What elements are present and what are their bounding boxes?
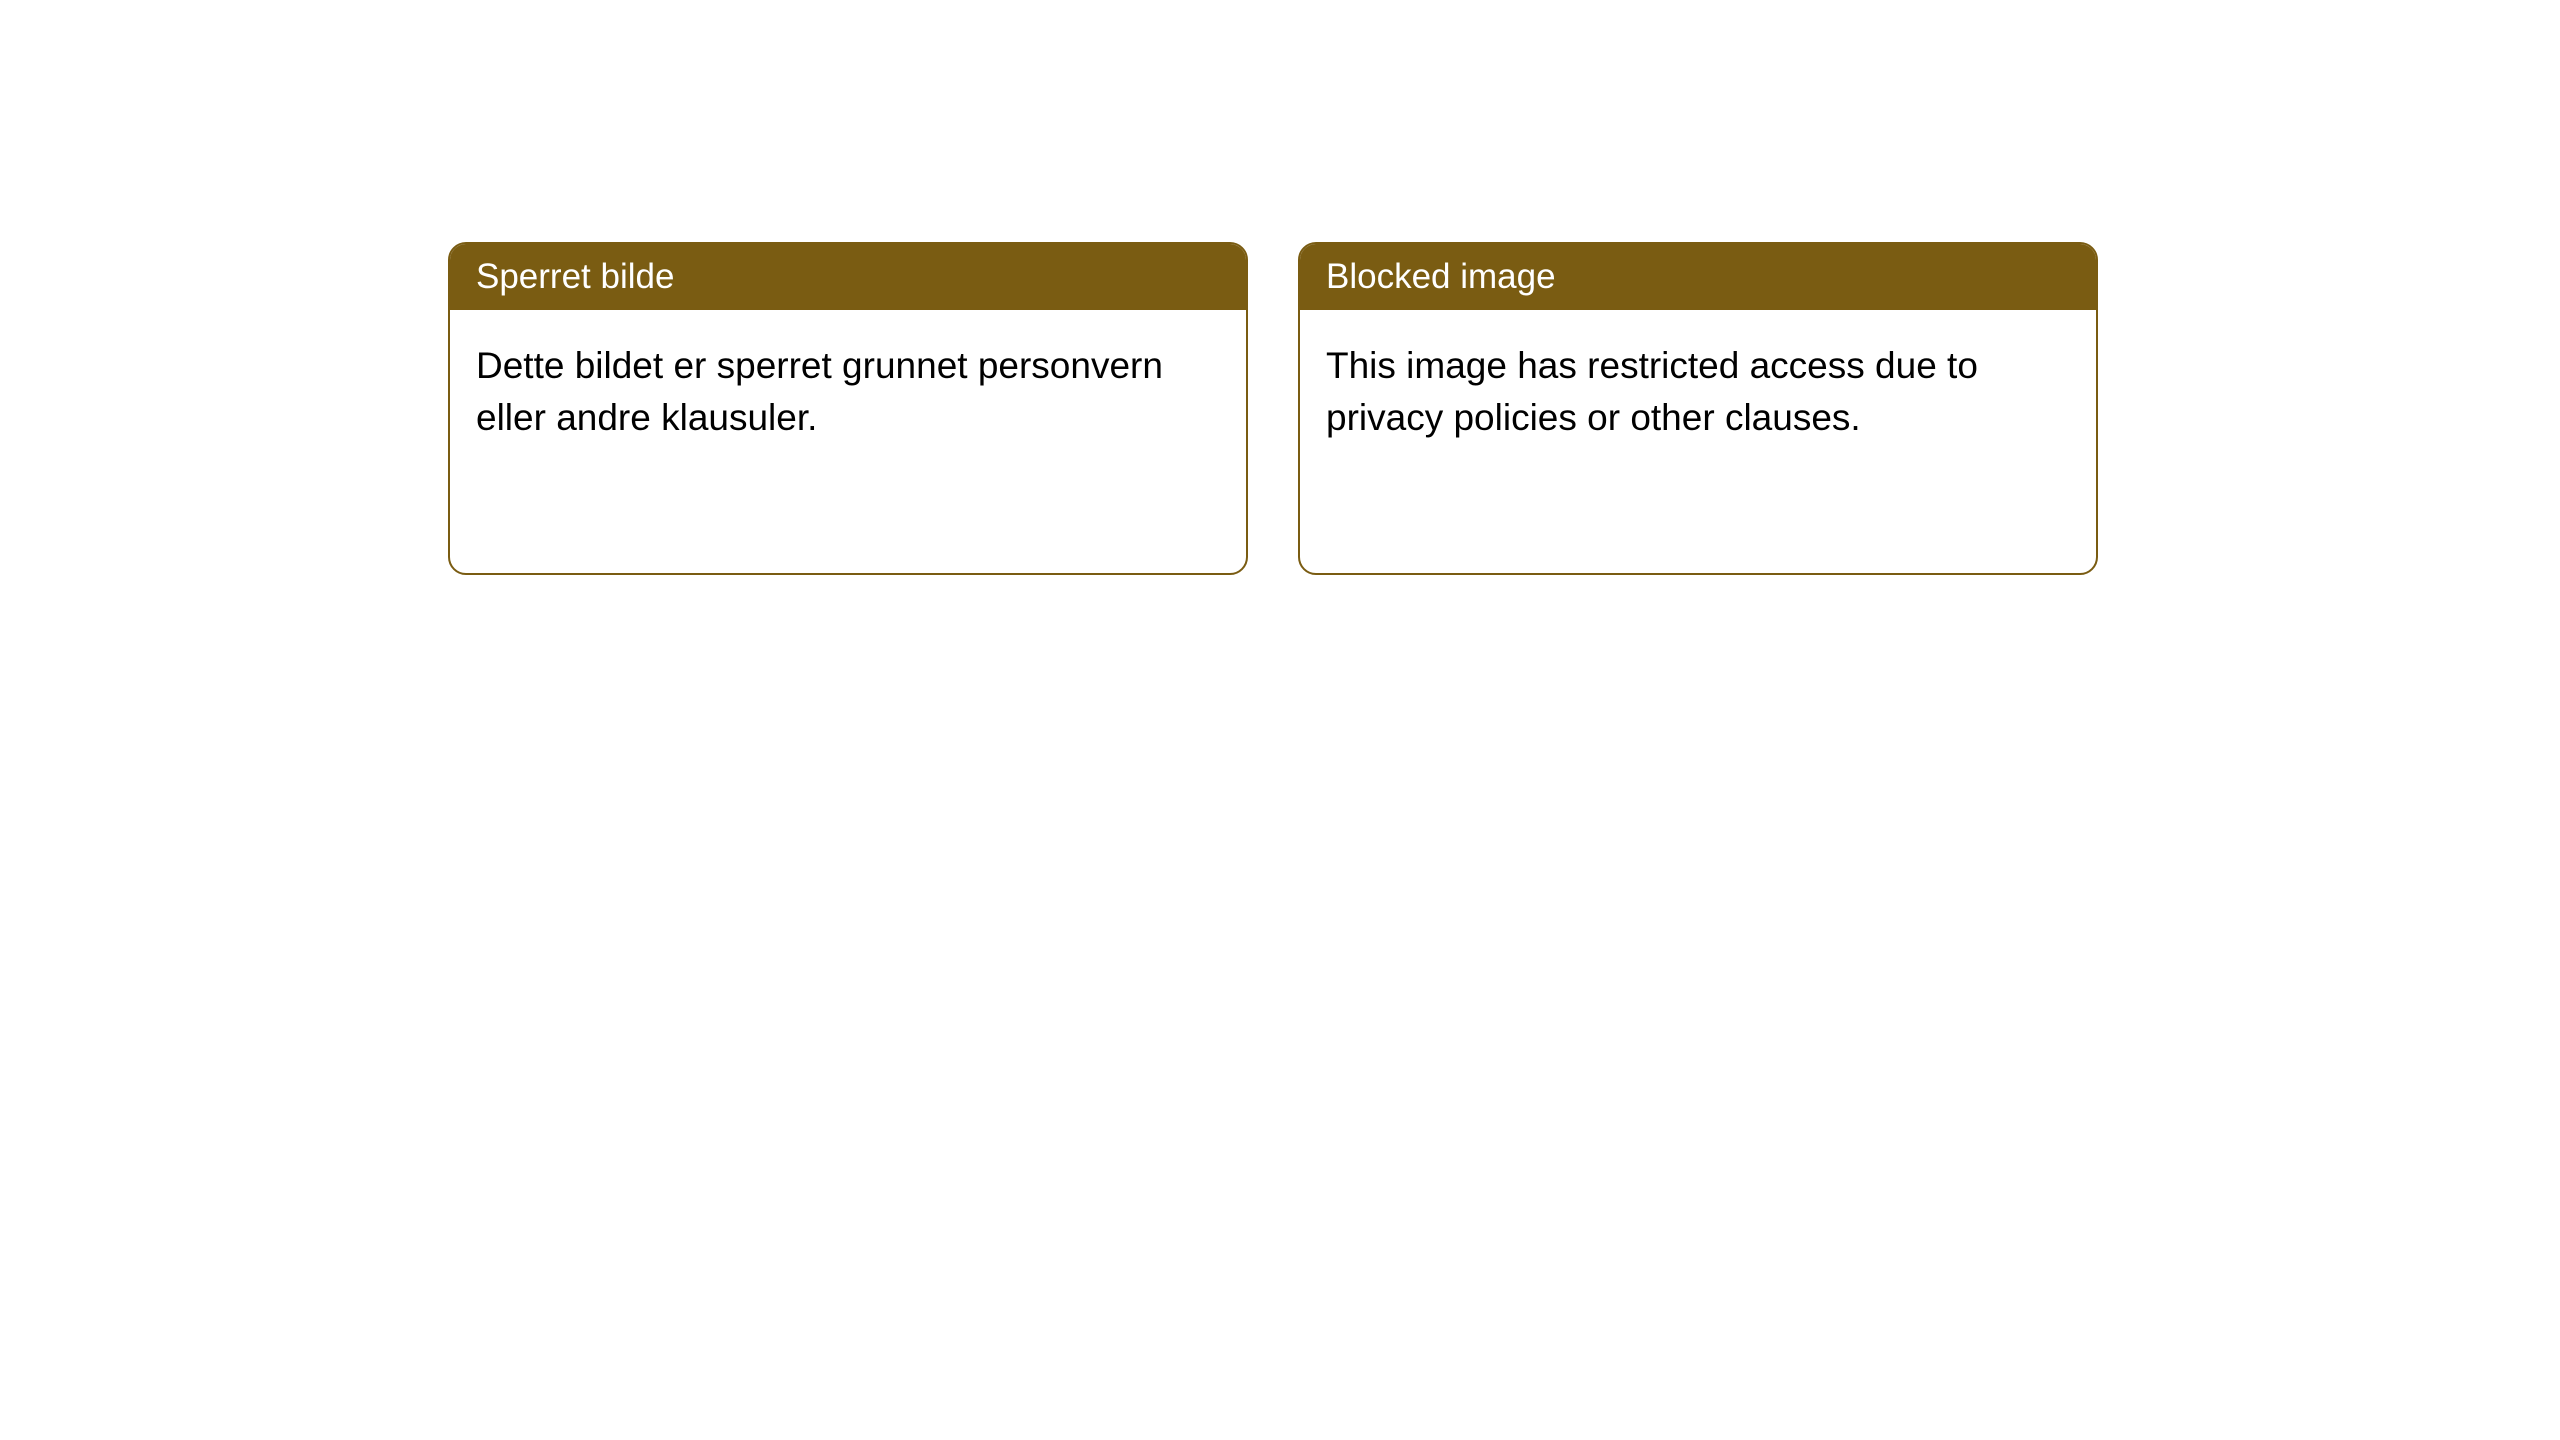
card-body: Dette bildet er sperret grunnet personve… <box>450 310 1246 474</box>
card-title: Blocked image <box>1326 257 1556 296</box>
card-body: This image has restricted access due to … <box>1300 310 2096 474</box>
notice-container: Sperret bilde Dette bildet er sperret gr… <box>0 0 2560 575</box>
blocked-image-card-english: Blocked image This image has restricted … <box>1298 242 2098 575</box>
card-message: Dette bildet er sperret grunnet personve… <box>476 345 1163 438</box>
card-title: Sperret bilde <box>476 257 674 296</box>
card-header: Sperret bilde <box>450 244 1246 310</box>
card-message: This image has restricted access due to … <box>1326 345 1978 438</box>
blocked-image-card-norwegian: Sperret bilde Dette bildet er sperret gr… <box>448 242 1248 575</box>
card-header: Blocked image <box>1300 244 2096 310</box>
